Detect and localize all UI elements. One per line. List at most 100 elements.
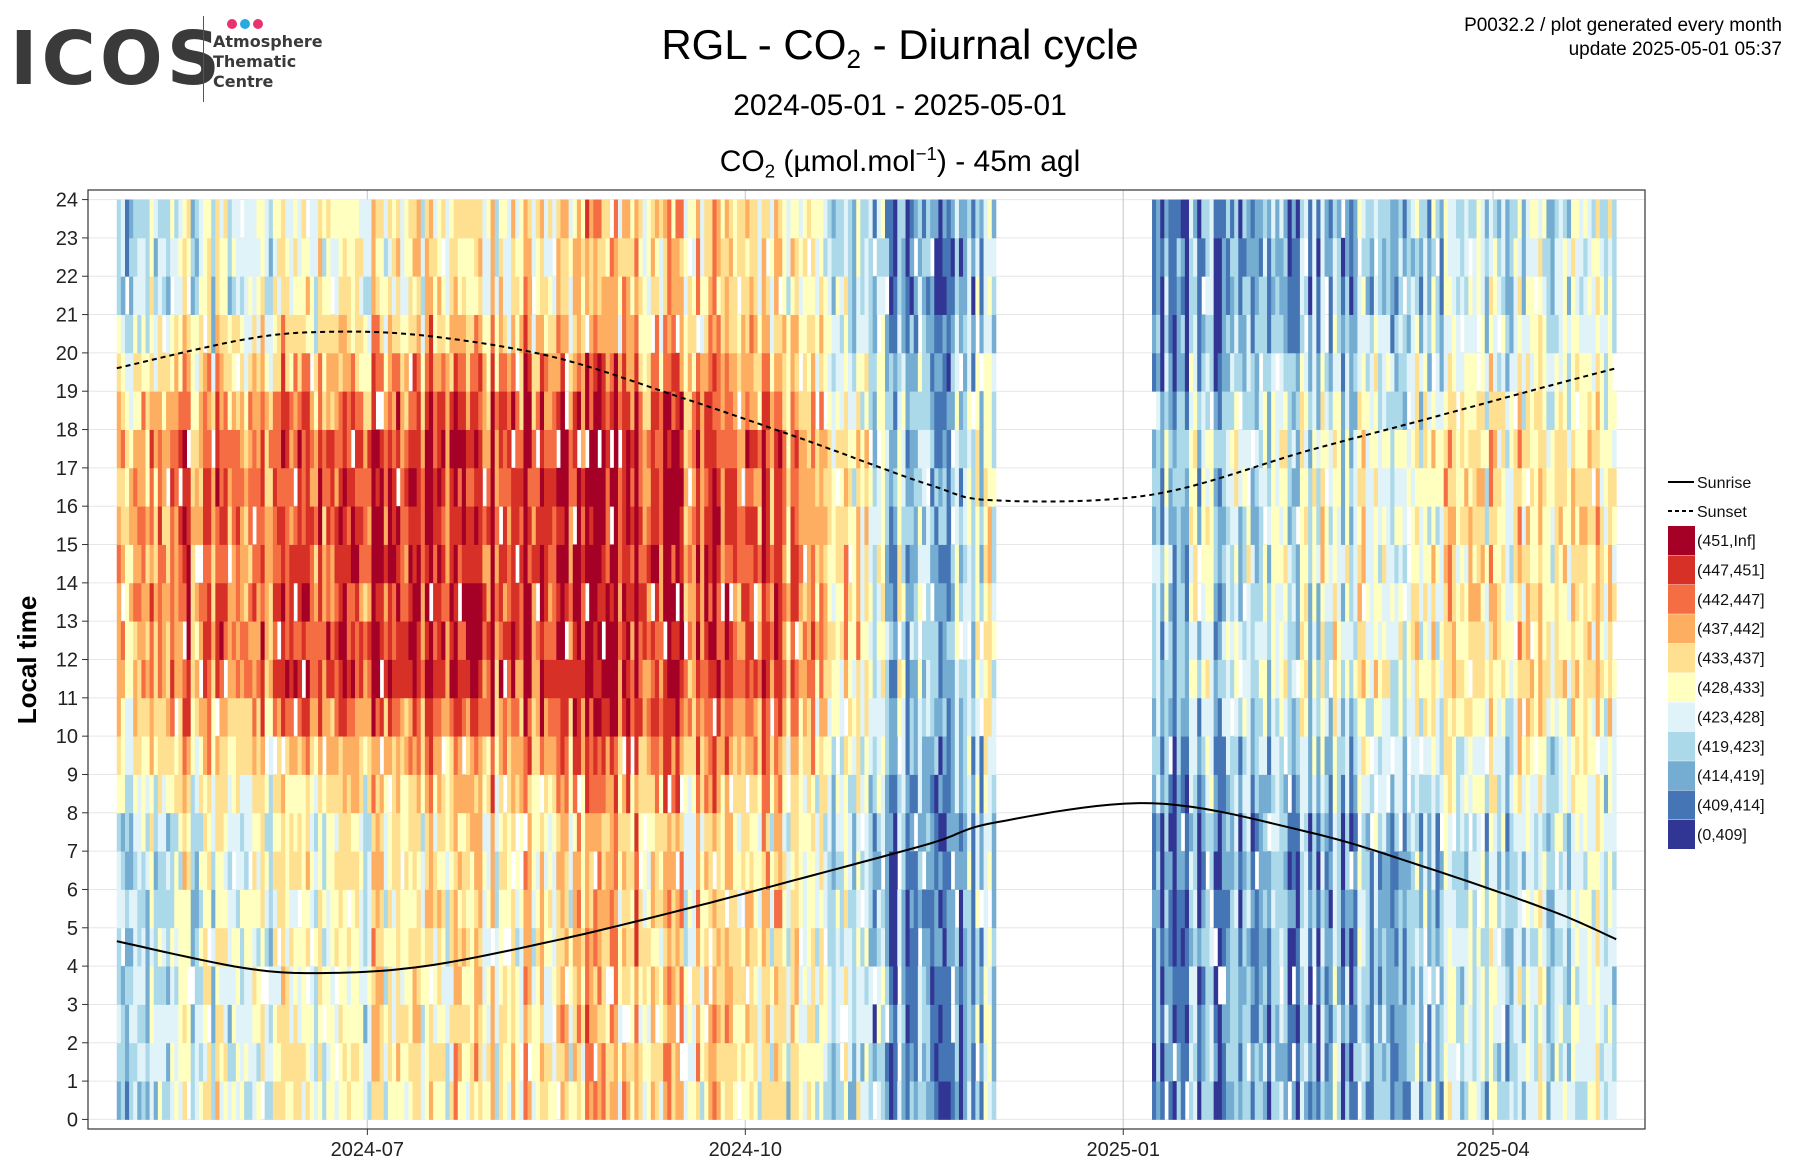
heatmap-cell <box>679 889 685 929</box>
heatmap-cell <box>355 966 360 1005</box>
heatmap-cell <box>141 391 146 430</box>
heatmap-cell <box>728 391 734 430</box>
heatmap-cell <box>424 1042 430 1082</box>
heatmap-cell <box>420 1081 426 1120</box>
heatmap-cell <box>240 1042 245 1082</box>
heatmap-cell <box>313 966 319 1005</box>
heatmap-cell <box>268 1004 274 1044</box>
heatmap-cell <box>539 697 545 737</box>
heatmap-cell <box>819 966 824 1005</box>
heatmap-cell <box>782 544 787 584</box>
heatmap-cell <box>663 429 668 469</box>
heatmap-cell <box>465 889 471 929</box>
heatmap-cell <box>745 659 750 699</box>
heatmap-cell <box>268 966 274 1005</box>
heatmap-cell <box>831 889 837 929</box>
heatmap-cell <box>917 812 923 852</box>
heatmap-cell <box>527 199 533 239</box>
heatmap-cell <box>178 889 183 929</box>
heatmap-cell <box>897 237 902 277</box>
heatmap-cell <box>207 659 212 699</box>
heatmap-cell <box>971 812 976 852</box>
heatmap-cell <box>371 812 376 852</box>
heatmap-cell <box>404 467 409 507</box>
heatmap-cell <box>367 1081 372 1120</box>
heatmap-cell <box>626 659 631 699</box>
heatmap-cell <box>392 659 397 699</box>
heatmap-cell <box>116 621 122 660</box>
heatmap-cell <box>507 774 512 814</box>
heatmap-cell <box>938 276 943 315</box>
heatmap-cell <box>819 927 824 967</box>
heatmap-cell <box>490 1042 496 1082</box>
heatmap-cell <box>231 966 237 1005</box>
heatmap-cell <box>819 697 824 737</box>
heatmap-cell <box>856 429 861 469</box>
heatmap-cell <box>905 199 911 239</box>
heatmap-cell <box>268 352 274 392</box>
heatmap-cell <box>868 621 874 660</box>
heatmap-cell <box>124 1042 130 1082</box>
heatmap-cell <box>753 1081 759 1120</box>
heatmap-cell <box>728 736 734 775</box>
heatmap-cell <box>441 544 446 584</box>
heatmap-cell <box>235 467 241 507</box>
heatmap-cell <box>535 736 541 775</box>
heatmap-cell <box>921 199 927 239</box>
heatmap-cell <box>313 1004 319 1044</box>
heatmap-cell <box>983 889 989 929</box>
heatmap-cell <box>663 1081 668 1120</box>
heatmap-cell <box>428 659 434 699</box>
heatmap-cell <box>572 467 578 507</box>
heatmap-cell <box>190 621 196 660</box>
heatmap-cell <box>392 352 397 392</box>
heatmap-cell <box>823 276 828 315</box>
heatmap-cell <box>416 467 422 507</box>
heatmap-cell <box>424 352 430 392</box>
heatmap-cell <box>149 659 155 699</box>
heatmap-cell <box>991 276 997 315</box>
heatmap-cell <box>400 391 405 430</box>
heatmap-cell <box>626 774 631 814</box>
heatmap-cell <box>819 621 824 660</box>
heatmap-cell <box>412 736 418 775</box>
heatmap-cell <box>576 314 582 354</box>
heatmap-cell <box>182 697 187 737</box>
heatmap-cell <box>568 429 574 469</box>
heatmap-cell <box>811 697 816 737</box>
heatmap-cell <box>260 582 266 622</box>
heatmap-cell <box>478 889 483 929</box>
heatmap-cell <box>137 506 142 545</box>
heatmap-cell <box>207 812 212 852</box>
heatmap-cell <box>691 621 697 660</box>
heatmap-cell <box>667 659 672 699</box>
heatmap-cell <box>502 697 508 737</box>
heatmap-cell <box>778 659 783 699</box>
heatmap-cell <box>305 889 311 929</box>
heatmap-cell <box>765 1081 771 1120</box>
heatmap-cell <box>223 429 229 469</box>
heatmap-cell <box>400 774 405 814</box>
heatmap-cell <box>889 736 894 775</box>
heatmap-cell <box>535 621 541 660</box>
heatmap-cell <box>178 1004 183 1044</box>
heatmap-cell <box>338 506 344 545</box>
heatmap-cell <box>252 391 257 430</box>
heatmap-cell <box>786 659 791 699</box>
heatmap-cell <box>203 812 208 852</box>
heatmap-cell <box>642 352 648 392</box>
heatmap-cell <box>486 391 491 430</box>
heatmap-cell <box>120 199 126 239</box>
heatmap-cell <box>223 1004 229 1044</box>
heatmap-cell <box>675 889 680 929</box>
heatmap-cell <box>987 429 993 469</box>
heatmap-cell <box>564 736 570 775</box>
heatmap-cell <box>597 889 602 929</box>
heatmap-cell <box>161 1042 167 1082</box>
heatmap-cell <box>630 276 635 315</box>
heatmap-cell <box>166 1081 171 1120</box>
heatmap-cell <box>461 1081 467 1120</box>
heatmap-cell <box>116 276 122 315</box>
heatmap-cell <box>724 966 730 1005</box>
heatmap-cell <box>408 391 413 430</box>
